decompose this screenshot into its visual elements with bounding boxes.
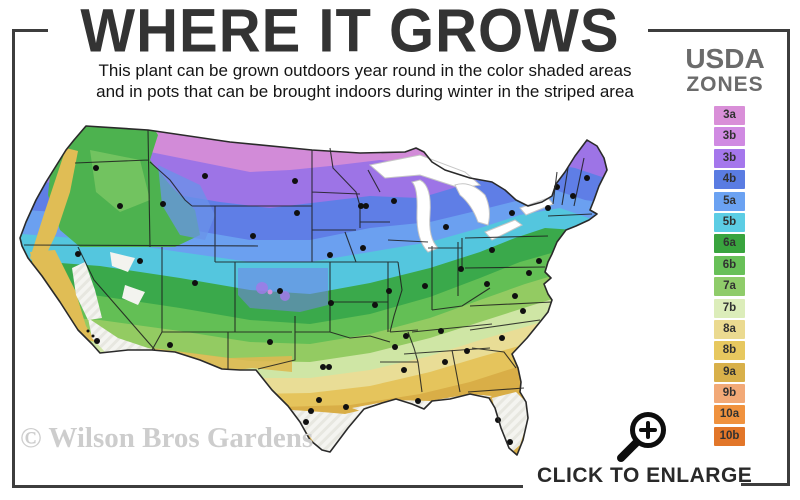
frame-top-right <box>648 29 790 32</box>
zone-chip-5a: 5a <box>714 191 745 211</box>
watermark: © Wilson Bros Gardens <box>20 422 314 454</box>
legend-title-zones: ZONES <box>686 73 764 96</box>
frame-right <box>787 29 790 486</box>
frame-bottom-right <box>741 483 790 486</box>
zone-chip-7b: 7b <box>714 298 745 318</box>
california-valley-gold <box>30 250 96 342</box>
cascades-light-green <box>90 150 150 212</box>
subtitle: This plant can be grown outdoors year ro… <box>45 60 685 102</box>
legend-title: USDA ZONES <box>673 44 777 96</box>
subtitle-line-1: This plant can be grown outdoors year ro… <box>98 61 632 80</box>
oregon-coast-gold <box>30 148 78 268</box>
zone-chip-9b: 9b <box>714 384 745 404</box>
legend-title-usda: USDA <box>685 43 765 74</box>
zone-chip-4b: 4b <box>714 170 745 190</box>
zone-chip-3a: 3a <box>714 106 745 125</box>
city-dots <box>75 165 590 445</box>
zoom-in-magnifier-icon[interactable] <box>612 404 670 466</box>
zone-chip-9a: 9a <box>714 362 745 382</box>
zone-chip-6b: 6b <box>714 255 745 275</box>
zone-chip-6a: 6a <box>714 234 745 254</box>
zone-chip-7a: 7a <box>714 277 745 297</box>
state-borders <box>23 129 593 393</box>
colorado-blue <box>238 268 328 312</box>
click-to-enlarge-button[interactable]: CLICK TO ENLARGE <box>537 464 753 487</box>
zone-chip-8a: 8a <box>714 319 745 339</box>
zone-chip-5b: 5b <box>714 212 745 232</box>
frame-left <box>12 29 15 488</box>
zone-chip-10a: 10a <box>714 405 745 425</box>
us-outline <box>19 125 608 456</box>
zone-chip-3b: 3b <box>714 148 745 168</box>
southwest-gold <box>152 348 292 372</box>
page-title: WHERE IT GROWS <box>80 0 620 66</box>
zone-chip-3b: 3b <box>714 127 745 147</box>
frame-top-left <box>12 29 48 32</box>
subtitle-line-2: and in pots that can be brought indoors … <box>96 82 634 101</box>
frame-bottom-left <box>12 485 523 488</box>
zone-chip-10b: 10b <box>714 426 745 446</box>
great-lakes <box>368 154 554 253</box>
zone-chip-8b: 8b <box>714 341 745 361</box>
zone-chips: 3a 3b 3b 4b 5a 5b 6a 6b 7a 7b 8a 8b 9a 9b 10a 10b <box>714 106 745 446</box>
